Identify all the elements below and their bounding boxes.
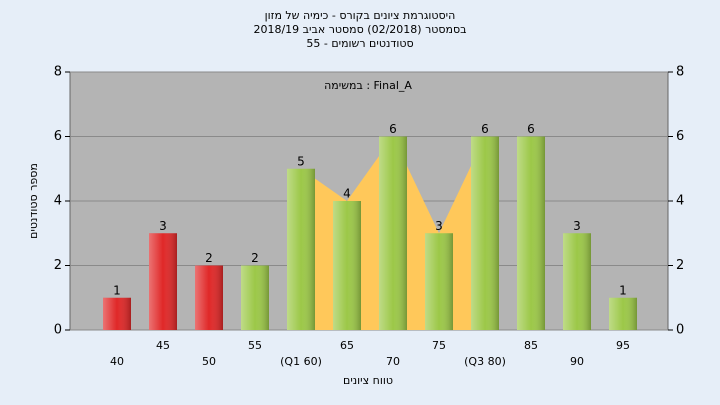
x-tick-label: 50 — [202, 355, 216, 368]
data-label: 3 — [159, 219, 167, 233]
bar-shade — [333, 201, 361, 330]
x-tick-label: 95 — [616, 339, 630, 352]
x-axis-label: טווח ציונים — [343, 374, 393, 387]
y-tick-label: 2 — [54, 258, 62, 273]
title-line: 55 - סטודנטים רשומים — [306, 37, 413, 50]
data-label: 2 — [251, 251, 259, 265]
y-tick-label: 6 — [54, 129, 62, 144]
x-tick-label: 70 — [386, 355, 400, 368]
bar-shade — [471, 136, 499, 330]
x-tick-label: 55 — [248, 339, 262, 352]
data-label: 1 — [113, 283, 121, 297]
bar-shade — [287, 168, 315, 330]
y2-tick-label: 6 — [676, 129, 684, 144]
bar-shade — [379, 136, 407, 330]
y2-tick-label: 4 — [676, 194, 684, 209]
data-label: 4 — [343, 187, 351, 201]
y2-tick-label: 0 — [676, 323, 684, 338]
bar-shade — [563, 233, 591, 330]
y2-tick-label: 2 — [676, 258, 684, 273]
data-label: 5 — [297, 154, 305, 168]
annotation: במשימה : Final_A — [324, 79, 412, 92]
data-label: 6 — [527, 122, 535, 136]
y-axis-label: מספר סטודנטים — [27, 163, 40, 239]
title-line: בסמסטר (02/2018) סמסטר אביב 2018/19 — [253, 23, 466, 36]
x-tick-label: 90 — [570, 355, 584, 368]
x-tick-label: 65 — [340, 339, 354, 352]
bar-shade — [425, 233, 453, 330]
data-label: 3 — [573, 219, 581, 233]
y-tick-label: 8 — [54, 65, 62, 80]
y2-tick-label: 8 — [676, 65, 684, 80]
x-tick-label: 85 — [524, 339, 538, 352]
data-label: 3 — [435, 219, 443, 233]
bar-shade — [195, 265, 223, 330]
title-line: היסטוגרמת ציונים בקורס - כימיה של מזון — [265, 9, 456, 22]
bar-shade — [149, 233, 177, 330]
x-tick-label: (Q3 80) — [464, 355, 506, 368]
y-tick-label: 0 — [54, 323, 62, 338]
bar-shade — [103, 297, 131, 330]
x-tick-label: (Q1 60) — [280, 355, 322, 368]
bar-shade — [609, 297, 637, 330]
x-tick-label: 75 — [432, 339, 446, 352]
bar-shade — [517, 136, 545, 330]
x-tick-label: 40 — [110, 355, 124, 368]
data-label: 6 — [389, 122, 397, 136]
data-label: 1 — [619, 283, 627, 297]
data-label: 2 — [205, 251, 213, 265]
y-tick-label: 4 — [54, 194, 62, 209]
x-tick-label: 45 — [156, 339, 170, 352]
bar-shade — [241, 265, 269, 330]
data-label: 6 — [481, 122, 489, 136]
